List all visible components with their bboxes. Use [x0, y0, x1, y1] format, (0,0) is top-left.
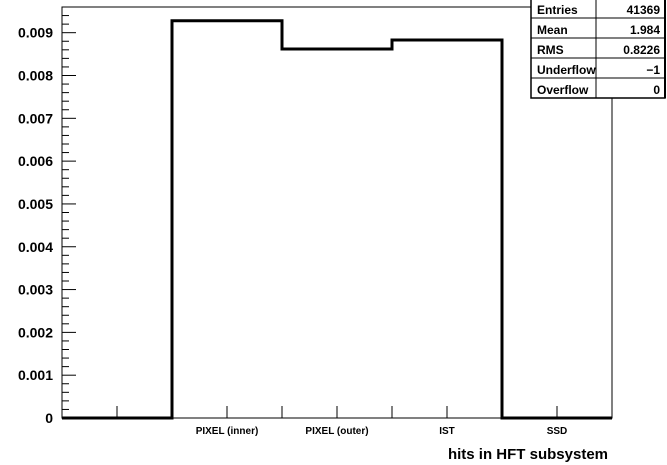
stats-label: Mean	[537, 23, 568, 37]
stats-label: Entries	[537, 3, 578, 17]
y-tick-label: 0.006	[18, 153, 53, 169]
x-axis: PIXEL (inner) PIXEL (outer) IST SSD	[61, 406, 613, 437]
x-category-label: PIXEL (inner)	[196, 426, 259, 437]
stats-box: Entries 41369 Mean 1.984 RMS 0.8226 Underflow −…	[530, 0, 666, 99]
y-axis: 0 0.001 0.002 0.003 0.004 0.005 0.006 0.007 0.00…	[18, 6, 76, 426]
y-tick-label: 0.005	[18, 196, 53, 212]
y-tick-label: 0.004	[18, 239, 53, 255]
y-tick-label: 0.009	[18, 25, 53, 41]
stats-value: −1	[646, 63, 660, 77]
y-tick-label: 0	[45, 410, 53, 426]
y-tick-label: 0.001	[18, 367, 53, 383]
x-category-label: PIXEL (outer)	[305, 426, 368, 437]
y-tick-label: 0.007	[18, 110, 53, 126]
histogram-bin	[172, 21, 282, 418]
x-axis-title: hits in HFT subsystem	[448, 446, 608, 463]
stats-label: RMS	[537, 43, 564, 57]
y-tick-label: 0.002	[18, 324, 53, 340]
histogram-bin	[282, 49, 392, 418]
x-category-label: SSD	[547, 426, 568, 437]
stats-value: 41369	[627, 3, 661, 17]
y-tick-label: 0.008	[18, 68, 53, 84]
y-tick-label: 0.003	[18, 282, 53, 298]
stats-label: Overflow	[537, 83, 589, 97]
stats-value: 0.8226	[623, 43, 660, 57]
histogram-bars	[62, 19, 612, 420]
stats-value: 1.984	[630, 23, 660, 37]
histogram-outline	[62, 19, 612, 420]
stats-box-frame	[530, 0, 666, 99]
stats-label: Underflow	[537, 63, 596, 77]
x-category-label: IST	[439, 426, 455, 437]
stats-value: 0	[653, 83, 660, 97]
histogram-bin	[392, 40, 502, 418]
